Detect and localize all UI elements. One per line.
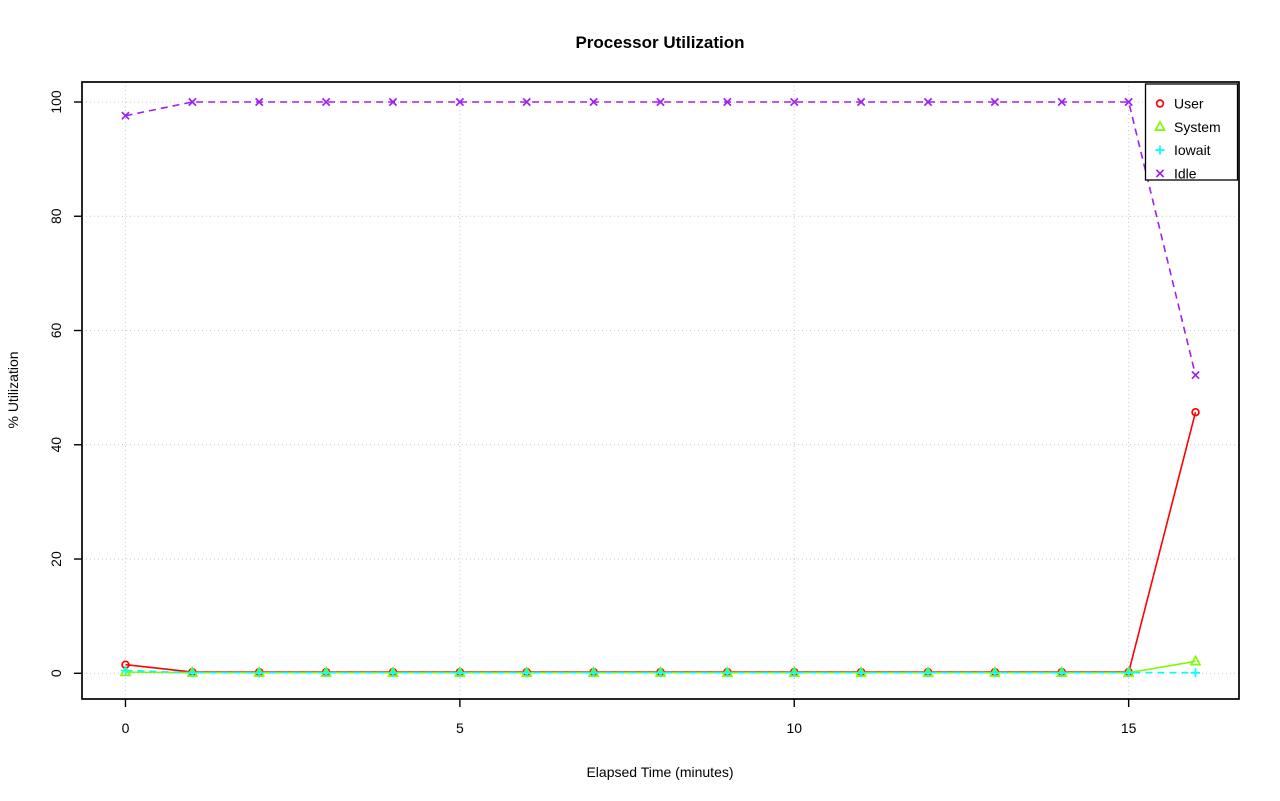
marker-idle xyxy=(1124,97,1133,107)
marker-iowait xyxy=(1057,668,1067,678)
marker-iowait xyxy=(923,668,933,678)
marker-iowait xyxy=(856,668,866,678)
y-tick-label: 40 xyxy=(48,437,64,453)
marker-iowait xyxy=(321,668,331,678)
legend-marker-user xyxy=(1155,99,1165,108)
marker-idle xyxy=(790,97,799,107)
legend-marker-iowait xyxy=(1155,145,1165,155)
series-line-iowait xyxy=(125,669,1196,674)
y-axis-title: % Utilization xyxy=(5,351,21,428)
x-tick-label: 0 xyxy=(122,720,130,736)
legend-label-idle: Idle xyxy=(1174,165,1197,181)
marker-idle xyxy=(923,97,933,107)
legend-marker-system xyxy=(1154,120,1166,131)
marker-system xyxy=(1189,654,1202,666)
plot-area: 0 5 10 15 0 20 40 60 80 100 User System Iowait Idle xyxy=(48,81,1240,736)
y-tick-label: 60 xyxy=(48,323,64,339)
x-tick-label: 15 xyxy=(1121,720,1137,736)
marker-idle xyxy=(455,97,465,107)
marker-idle xyxy=(1191,370,1200,380)
marker-idle xyxy=(255,97,264,107)
y-tick-label: 100 xyxy=(48,90,64,114)
x-tick-label: 5 xyxy=(456,720,464,736)
y-tick-label: 0 xyxy=(48,669,64,677)
plot-frame xyxy=(81,81,1240,700)
marker-idle xyxy=(723,97,732,107)
marker-iowait xyxy=(254,668,264,678)
y-tick-label: 20 xyxy=(48,551,64,567)
marker-iowait xyxy=(388,668,398,678)
marker-idle xyxy=(589,97,598,107)
y-tick-label: 80 xyxy=(48,208,64,224)
marker-iowait xyxy=(789,668,799,678)
marker-iowait xyxy=(589,668,599,678)
legend-label-iowait: Iowait xyxy=(1174,142,1211,158)
marker-iowait xyxy=(655,668,666,678)
marker-idle xyxy=(388,97,398,107)
legend-label-user: User xyxy=(1174,96,1204,112)
x-tick-label: 10 xyxy=(786,720,802,736)
marker-iowait xyxy=(722,668,732,678)
marker-idle xyxy=(121,111,130,120)
marker-iowait xyxy=(1124,668,1134,678)
chart-title: Processor Utilization xyxy=(575,33,744,52)
marker-idle xyxy=(1057,97,1066,107)
marker-iowait xyxy=(1190,668,1201,678)
legend-marker-idle xyxy=(1155,169,1165,178)
marker-iowait xyxy=(187,668,197,678)
marker-user xyxy=(1191,407,1200,417)
series-line-user xyxy=(125,412,1197,673)
x-axis-title: Elapsed Time (minutes) xyxy=(586,764,733,780)
marker-idle xyxy=(321,97,331,107)
legend: User System Iowait Idle xyxy=(1144,83,1239,181)
marker-idle xyxy=(856,97,866,107)
marker-idle xyxy=(656,97,665,107)
marker-system xyxy=(119,665,132,677)
marker-idle xyxy=(188,97,197,107)
marker-iowait xyxy=(120,665,131,676)
series-line-idle xyxy=(125,101,1197,376)
legend-label-system: System xyxy=(1174,119,1221,135)
marker-iowait xyxy=(455,668,465,678)
marker-idle xyxy=(990,97,1000,107)
marker-iowait xyxy=(522,668,532,678)
marker-idle xyxy=(522,97,531,107)
marker-iowait xyxy=(990,668,1000,678)
